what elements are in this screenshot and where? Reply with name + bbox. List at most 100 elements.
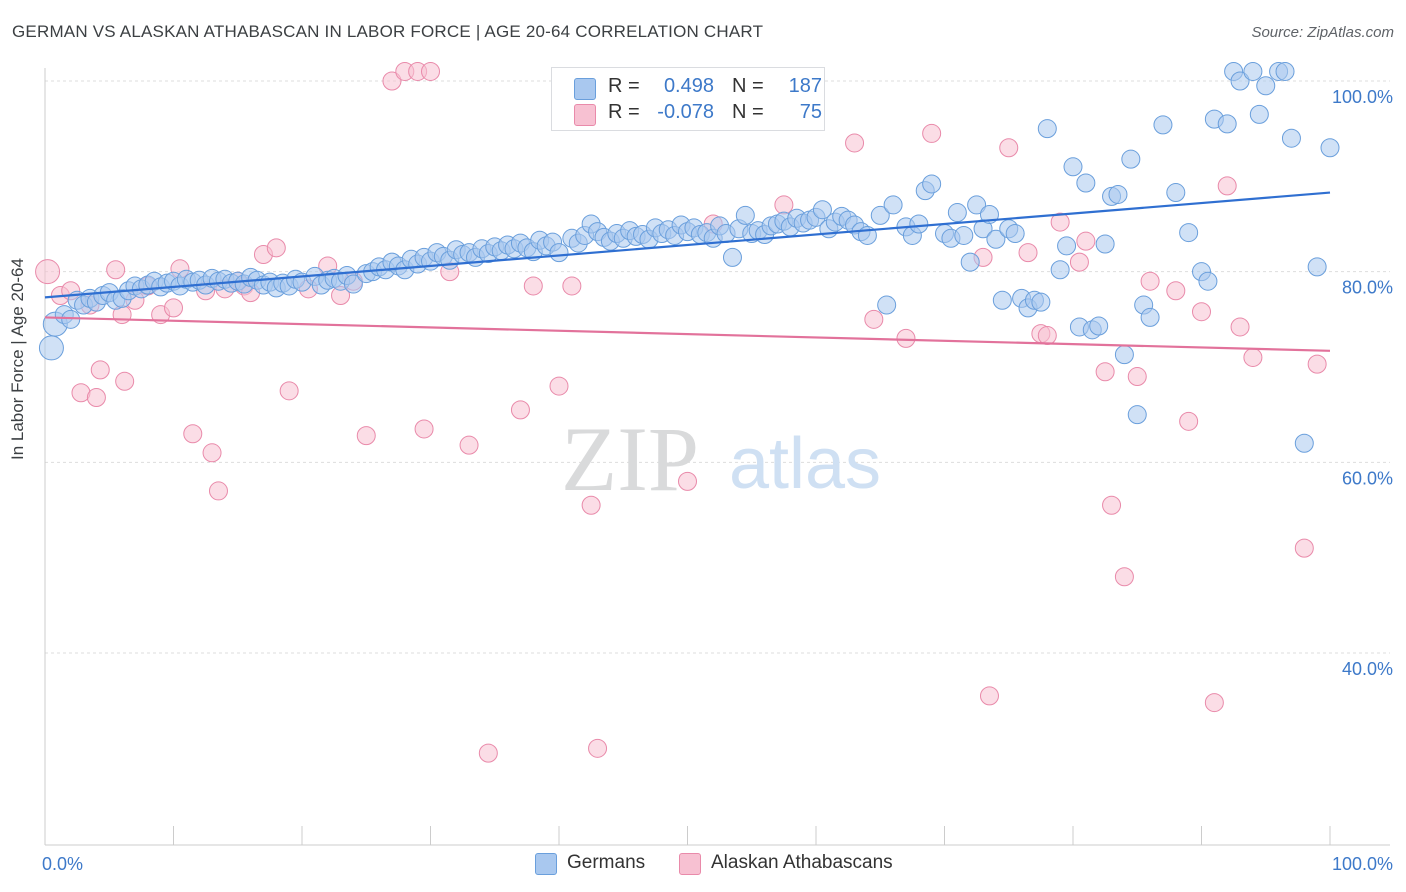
alaskan-point	[1127, 367, 1147, 387]
alaskan-point	[208, 481, 228, 501]
german-point	[1089, 316, 1109, 336]
alaskan-trend-line	[44, 316, 1331, 352]
german-point	[1114, 345, 1134, 365]
alaskan-point	[1307, 354, 1327, 374]
legend-r-value: 0.498	[663, 75, 714, 97]
y-tick-label: 100.0%	[1332, 87, 1393, 107]
alaskan-point	[164, 298, 183, 318]
german-point	[1037, 119, 1057, 139]
german-point	[1063, 157, 1083, 177]
x-tick-labels: 0.0% 100.0%	[42, 854, 1393, 874]
german-point	[1095, 234, 1115, 254]
german-point	[870, 205, 890, 225]
german-point	[1031, 292, 1051, 312]
alaskan-point	[1095, 362, 1115, 382]
alaskan-point	[1114, 567, 1134, 587]
alaskan-point	[1037, 326, 1057, 346]
german-point	[1294, 433, 1314, 453]
legend-n-label: N =	[732, 101, 764, 123]
legend-r-label: R =	[608, 75, 640, 97]
german-point	[1140, 307, 1160, 327]
alaskan-point	[845, 133, 865, 153]
german-point	[1179, 223, 1199, 243]
alaskan-point	[1076, 231, 1096, 251]
bottom-legend-label-germans: Germans	[567, 852, 646, 873]
watermark: ZIP atlas	[561, 408, 881, 510]
alaskan-point	[896, 328, 916, 348]
alaskan-point	[562, 276, 582, 296]
german-point	[1230, 71, 1250, 91]
trend-lines	[44, 191, 1331, 352]
alaskan-point	[999, 138, 1019, 158]
alaskan-point	[1140, 271, 1160, 291]
alaskan-point	[266, 238, 286, 258]
alaskan-point	[1192, 302, 1211, 322]
legend-r-label: R =	[608, 101, 640, 123]
german-point	[38, 335, 64, 361]
german-point	[1275, 61, 1295, 81]
alaskan-point	[588, 738, 608, 758]
alaskan-point	[678, 471, 697, 491]
alaskan-point	[1050, 212, 1070, 232]
german-point	[1198, 271, 1218, 291]
y-axis-label: In Labor Force | Age 20-64	[8, 258, 27, 460]
alaskan-point	[1230, 317, 1250, 337]
gridlines	[45, 80, 1390, 654]
german-trend-line	[44, 191, 1331, 299]
alaskan-point	[106, 260, 126, 280]
watermark-zip: ZIP	[561, 408, 699, 510]
german-point	[722, 247, 742, 267]
german-point	[1108, 184, 1128, 204]
alaskan-point	[202, 443, 222, 463]
german-point	[1166, 183, 1186, 203]
alaskan-point	[1102, 495, 1122, 515]
bottom-legend: Germans Alaskan Athabascans	[0, 852, 1406, 878]
alaskan-point	[523, 276, 543, 296]
chart-title: GERMAN VS ALASKAN ATHABASCAN IN LABOR FO…	[12, 22, 764, 41]
alaskan-point	[356, 426, 376, 446]
german-point	[1121, 149, 1141, 169]
legend-swatch-alaskan	[574, 104, 596, 126]
bottom-legend-swatch-germans	[535, 853, 557, 875]
alaskan-point	[864, 309, 884, 329]
y-tick-labels: 40.0% 60.0% 80.0% 100.0%	[1332, 87, 1393, 679]
alaskan-point	[1204, 693, 1224, 713]
german-point	[1076, 173, 1096, 193]
german-point	[1217, 114, 1237, 134]
german-point	[1005, 224, 1025, 244]
alaskan-point	[183, 424, 203, 444]
alaskan-point	[86, 388, 106, 408]
alaskan-point	[421, 61, 440, 81]
alaskan-point	[1018, 243, 1038, 263]
legend: R = 0.498 N = 187 R = -0.078 N = 75	[551, 67, 825, 131]
alaskan-point	[382, 71, 402, 91]
german-point	[1243, 61, 1263, 81]
german-point	[877, 295, 897, 315]
x-tick-label: 0.0%	[42, 854, 83, 874]
german-point	[1050, 260, 1070, 280]
german-point	[1057, 236, 1077, 256]
german-point	[549, 243, 569, 263]
watermark-atlas: atlas	[729, 424, 881, 504]
german-point	[992, 290, 1012, 310]
legend-n-value: 75	[799, 101, 822, 123]
alaskan-point	[549, 376, 569, 396]
alaskan-point	[1166, 281, 1186, 301]
german-point	[909, 214, 929, 234]
german-point	[954, 225, 974, 245]
german-point	[967, 195, 987, 215]
german-point	[812, 200, 832, 220]
legend-n-value: 187	[788, 75, 822, 97]
alaskan-point	[581, 495, 601, 515]
alaskan-point	[1243, 347, 1263, 367]
german-point	[1256, 76, 1276, 96]
alaskan-point	[922, 123, 942, 143]
german-point	[1249, 104, 1269, 124]
german-point	[1153, 115, 1173, 135]
german-point	[960, 252, 980, 272]
bottom-legend-label-alaskan: Alaskan Athabascans	[711, 852, 893, 873]
y-tick-label: 60.0%	[1342, 468, 1393, 488]
alaskan-point	[478, 743, 498, 763]
x-tick-label: 100.0%	[1332, 854, 1393, 874]
german-point	[1320, 138, 1340, 158]
